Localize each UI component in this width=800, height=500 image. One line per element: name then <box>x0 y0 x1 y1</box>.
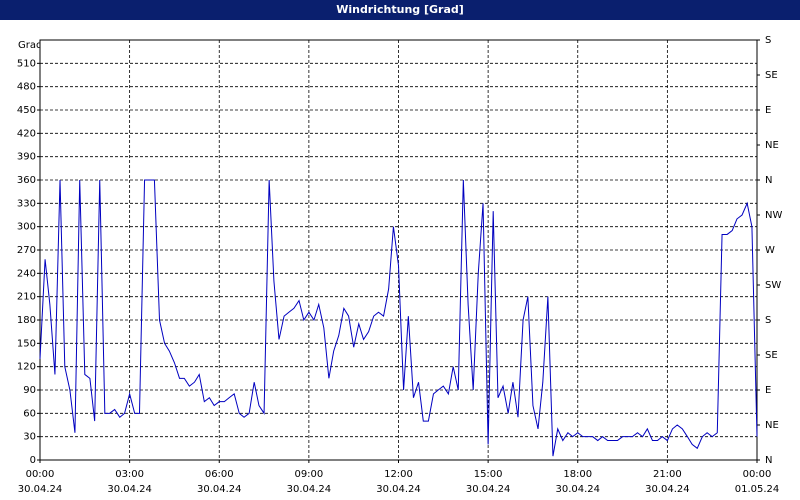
data-line <box>39 179 758 457</box>
y-axis-label: Grad <box>18 40 42 51</box>
y-tick-label: 450 <box>17 105 36 116</box>
y-tick-label: 180 <box>17 315 36 326</box>
y2-tick-label: NW <box>765 210 782 221</box>
y-tick-label: 0 <box>30 455 36 466</box>
y-tick-label: 150 <box>17 338 36 349</box>
x-tick-date: 30.04.24 <box>197 484 242 495</box>
x-tick-date: 30.04.24 <box>555 484 600 495</box>
x-tick-label: 00:00 <box>26 469 55 480</box>
y2-tick-label: E <box>765 105 771 116</box>
y2-tick-label: S <box>765 35 771 46</box>
y2-tick-label: N <box>765 455 772 466</box>
y-tick-label: 420 <box>17 128 36 139</box>
y-tick-label: 300 <box>17 222 36 233</box>
x-tick-date: 30.04.24 <box>18 484 63 495</box>
x-tick-label: 09:00 <box>294 469 323 480</box>
y-tick-label: 270 <box>17 245 36 256</box>
x-tick-date: 30.04.24 <box>376 484 421 495</box>
x-tick-date: 30.04.24 <box>287 484 332 495</box>
x-tick-date: 30.04.24 <box>107 484 152 495</box>
x-tick-date: 30.04.24 <box>466 484 511 495</box>
y-tick-label: 360 <box>17 175 36 186</box>
y-tick-label: 90 <box>23 385 36 396</box>
x-tick-label: 15:00 <box>474 469 503 480</box>
y2-tick-label: NE <box>765 140 779 151</box>
x-tick-date: 01.05.24 <box>735 484 780 495</box>
y2-tick-label: S <box>765 315 771 326</box>
x-tick-label: 03:00 <box>115 469 144 480</box>
x-tick-date: 30.04.24 <box>645 484 690 495</box>
y-tick-label: 210 <box>17 292 36 303</box>
x-tick-label: 18:00 <box>563 469 592 480</box>
y2-tick-label: SW <box>765 280 781 291</box>
y-tick-label: 240 <box>17 268 36 279</box>
y-tick-label: 510 <box>17 58 36 69</box>
chart-title: Windrichtung [Grad] <box>0 0 800 20</box>
x-tick-label: 12:00 <box>384 469 413 480</box>
y2-tick-label: N <box>765 175 772 186</box>
x-tick-label: 06:00 <box>205 469 234 480</box>
y2-tick-label: SE <box>765 350 778 361</box>
y2-tick-label: NE <box>765 420 779 431</box>
y2-tick-label: E <box>765 385 771 396</box>
y-tick-label: 30 <box>23 432 36 443</box>
x-tick-label: 21:00 <box>653 469 682 480</box>
x-tick-label: 00:00 <box>743 469 772 480</box>
y-tick-label: 60 <box>23 408 36 419</box>
y-tick-label: 390 <box>17 152 36 163</box>
y2-tick-label: W <box>765 245 775 256</box>
plot-frame <box>39 39 758 461</box>
y-tick-label: 330 <box>17 198 36 209</box>
y2-tick-label: SE <box>765 70 778 81</box>
y-tick-label: 120 <box>17 362 36 373</box>
y-tick-label: 480 <box>17 82 36 93</box>
